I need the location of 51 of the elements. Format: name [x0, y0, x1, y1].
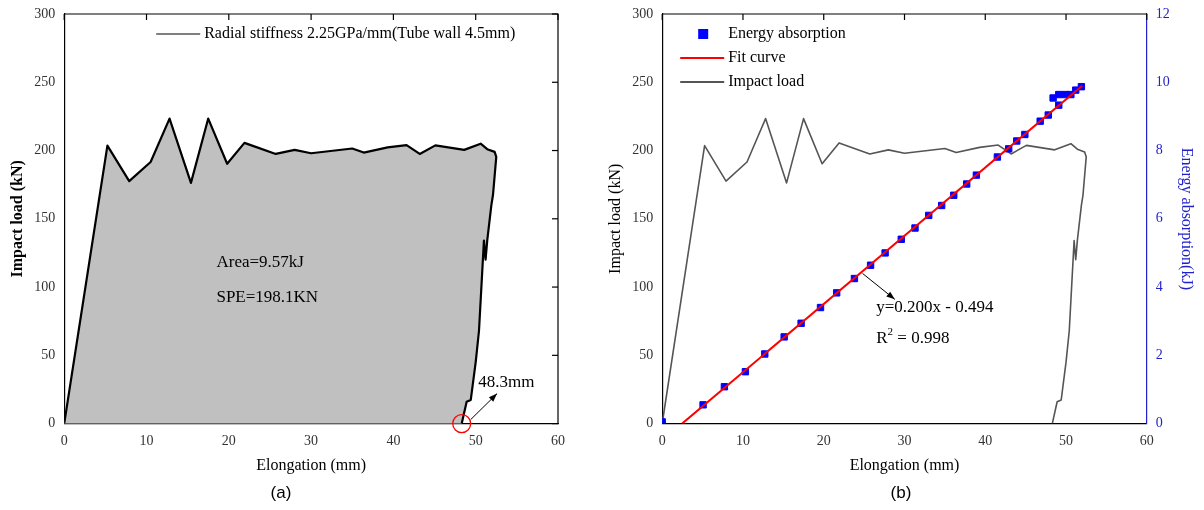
y2-tick-label: 6 — [1155, 210, 1163, 226]
y-tick-label: 0 — [48, 415, 56, 431]
x-tick-label: 40 — [978, 432, 993, 448]
x-tick-label: 50 — [468, 432, 483, 448]
legend-label: Fit curve — [728, 48, 786, 66]
x-tick-label: 30 — [304, 432, 319, 448]
y-tick-label: 100 — [632, 278, 654, 294]
x-tick-label: 60 — [1139, 432, 1154, 448]
y-tick-label: 50 — [41, 347, 56, 363]
x-tick-label: 10 — [735, 432, 750, 448]
annotation: 48.3mm — [478, 372, 535, 392]
y-tick-label: 250 — [34, 73, 56, 89]
y2-axis-title: Energy absorption(kJ) — [1178, 147, 1197, 290]
y-tick-label: 150 — [632, 210, 654, 226]
x-tick-label: 30 — [897, 432, 912, 448]
x-tick-label: 50 — [1059, 432, 1074, 448]
x-tick-label: 10 — [139, 432, 154, 448]
y-tick-label: 200 — [632, 142, 654, 158]
y2-tick-label: 2 — [1155, 347, 1163, 363]
x-tick-label: 0 — [658, 432, 666, 448]
y-tick-label: 200 — [34, 142, 56, 158]
x-axis-title: Elongation (mm) — [849, 456, 960, 475]
y2-tick-label: 8 — [1155, 142, 1163, 158]
y-tick-label: 0 — [646, 415, 654, 431]
legend-label: Energy absorption — [728, 24, 846, 43]
y-axis-title: Impact load (kN) — [605, 163, 624, 274]
y2-tick-label: 4 — [1155, 278, 1163, 294]
x-tick-label: 40 — [386, 432, 401, 448]
y-tick-label: 300 — [632, 5, 654, 21]
legend-label: Impact load — [728, 72, 805, 91]
x-tick-label: 20 — [816, 432, 831, 448]
x-tick-label: 0 — [60, 432, 68, 448]
x-tick-label: 20 — [221, 432, 236, 448]
y-axis-title: Impact load (kN) — [7, 160, 26, 278]
text: (b) — [890, 483, 912, 503]
annotation: Area=9.57kJ — [216, 251, 305, 271]
y-tick-label: 150 — [34, 210, 56, 226]
y2-tick-label: 0 — [1155, 415, 1163, 431]
y2-tick-label: 10 — [1155, 73, 1170, 89]
y-tick-label: 300 — [34, 5, 56, 21]
text: (a) — [270, 483, 292, 503]
annotation: y=0.200x - 0.494 — [876, 297, 994, 317]
y-tick-label: 250 — [632, 73, 654, 89]
x-tick-label: 60 — [551, 432, 565, 448]
annotation: SPE=198.1KN — [216, 287, 319, 307]
y2-tick-label: 12 — [1155, 5, 1170, 21]
point — [1049, 94, 1057, 102]
y-tick-label: 100 — [34, 278, 56, 294]
x-axis-title: Elongation (mm) — [256, 456, 366, 475]
legend-label: Radial stiffness 2.25GPa/mm(Tube wall 4.5mm) — [204, 24, 516, 43]
y-tick-label: 50 — [639, 347, 654, 363]
